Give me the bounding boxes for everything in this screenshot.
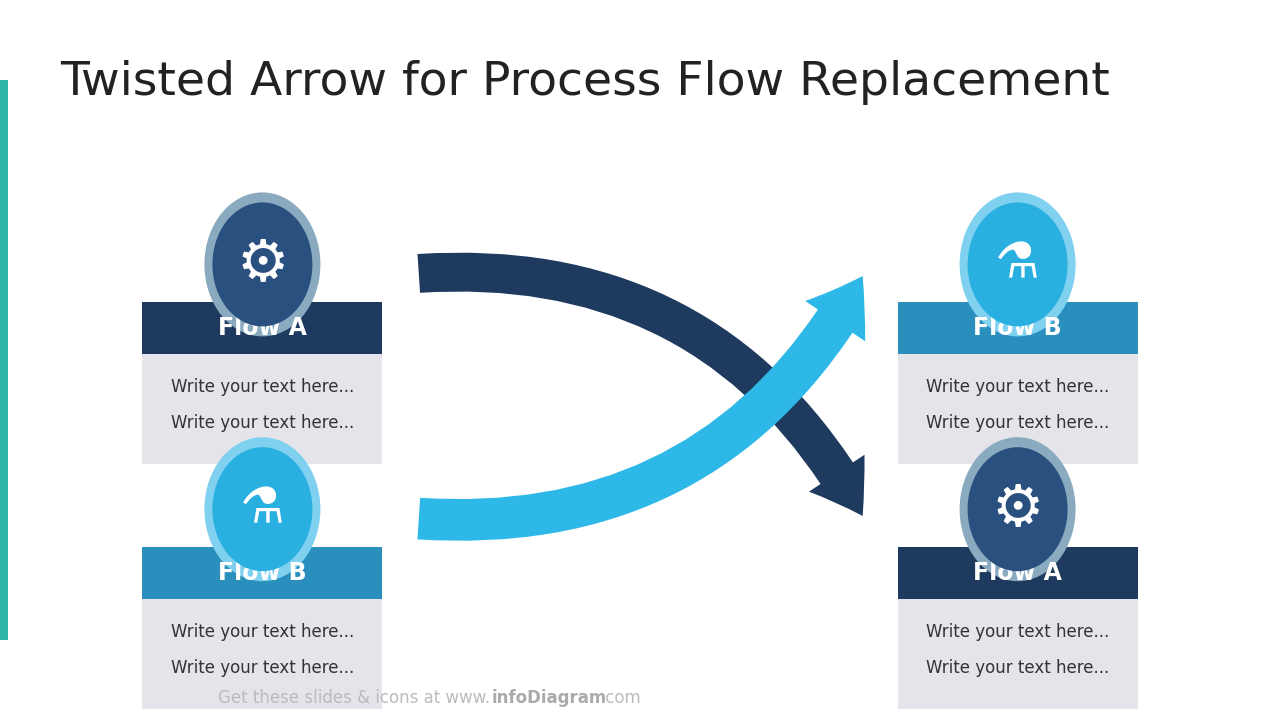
Text: Get these slides & icons at www.: Get these slides & icons at www. [218, 689, 490, 707]
Text: Flow B: Flow B [218, 561, 307, 585]
Text: Twisted Arrow for Process Flow Replacement: Twisted Arrow for Process Flow Replaceme… [60, 60, 1110, 105]
Ellipse shape [960, 192, 1075, 336]
Text: Write your text here...: Write your text here... [170, 624, 355, 642]
Ellipse shape [212, 447, 312, 571]
Text: Write your text here...: Write your text here... [170, 415, 355, 433]
FancyBboxPatch shape [0, 80, 8, 640]
FancyBboxPatch shape [142, 547, 383, 599]
Text: ⚗: ⚗ [239, 485, 285, 534]
Ellipse shape [968, 447, 1068, 571]
FancyBboxPatch shape [897, 599, 1138, 709]
FancyBboxPatch shape [142, 354, 383, 464]
FancyArrowPatch shape [417, 253, 864, 516]
FancyBboxPatch shape [897, 547, 1138, 599]
Text: Write your text here...: Write your text here... [925, 624, 1110, 642]
Text: Write your text here...: Write your text here... [170, 660, 355, 678]
Text: ⚙: ⚙ [237, 236, 288, 293]
Text: Flow B: Flow B [973, 316, 1062, 341]
Ellipse shape [968, 202, 1068, 326]
FancyBboxPatch shape [142, 302, 383, 354]
Ellipse shape [960, 437, 1075, 581]
Text: Write your text here...: Write your text here... [925, 379, 1110, 397]
Text: Write your text here...: Write your text here... [925, 415, 1110, 433]
Text: infoDiagram: infoDiagram [492, 689, 607, 707]
Ellipse shape [205, 192, 320, 336]
Ellipse shape [212, 202, 312, 326]
Text: Write your text here...: Write your text here... [170, 379, 355, 397]
Text: Flow A: Flow A [218, 316, 307, 341]
FancyBboxPatch shape [142, 599, 383, 709]
FancyArrowPatch shape [417, 276, 865, 541]
FancyBboxPatch shape [897, 354, 1138, 464]
Text: Flow A: Flow A [973, 561, 1062, 585]
Ellipse shape [205, 437, 320, 581]
FancyBboxPatch shape [897, 302, 1138, 354]
Text: ⚙: ⚙ [992, 481, 1043, 538]
Text: ⚗: ⚗ [995, 240, 1041, 289]
Text: .com: .com [600, 689, 641, 707]
Text: Write your text here...: Write your text here... [925, 660, 1110, 678]
